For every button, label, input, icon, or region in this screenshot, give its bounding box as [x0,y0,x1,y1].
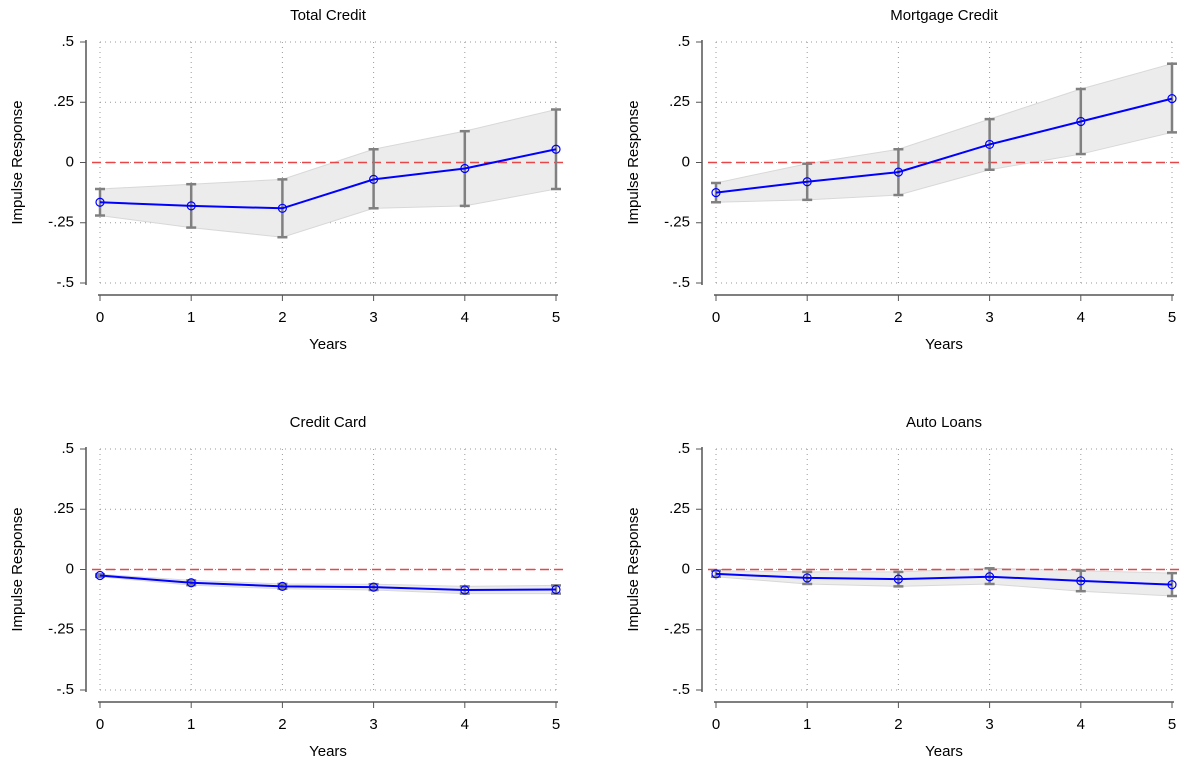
point [711,569,721,579]
point [95,570,105,581]
panel: Mortgage Credit Years Impulse Response -.5 -… [625,7,1180,353]
x-tick-label: 5 [552,716,560,733]
chart-title: Auto Loans [906,414,982,431]
chart-title: Total Credit [290,7,367,24]
y-tick-label: .5 [61,440,74,457]
x-tick-label: 3 [369,716,377,733]
point [277,203,287,213]
point [802,573,812,583]
point [711,188,721,198]
point [984,572,995,582]
y-tick-label: .25 [669,500,690,517]
panel: Auto Loans Years Impulse Response -.5 -.25 0.… [625,414,1180,760]
x-tick-label: 2 [894,309,902,326]
point [369,582,379,592]
x-tick-label: 4 [461,309,469,326]
point [893,167,904,177]
point [1167,94,1177,104]
y-tick-label: .25 [53,500,74,517]
y-tick-label: 0 [66,560,74,577]
x-tick-label: 4 [1077,309,1085,326]
point [551,144,561,154]
x-tick-label: 0 [712,309,720,326]
point [369,174,379,184]
x-tick-label: 1 [803,716,811,733]
y-tick-label: 0 [66,153,74,170]
point [460,585,470,595]
x-tick-label: 0 [96,716,104,733]
y-axis-label: Impulse Response [625,507,642,631]
error-bar [1167,62,1177,134]
y-tick-label: .5 [61,33,74,50]
y-tick-label: -.25 [48,214,74,231]
y-axis-label: Impulse Response [9,100,26,224]
x-tick-label: 3 [985,309,993,326]
y-tick-label: -.5 [56,274,74,291]
x-axis-label: Years [925,743,963,760]
x-tick-label: 5 [1168,309,1176,326]
x-tick-label: 1 [803,309,811,326]
x-tick-label: 2 [894,716,902,733]
y-tick-label: -.25 [664,214,690,231]
series-line [99,574,557,591]
point [277,581,287,591]
x-tick-label: 2 [278,716,286,733]
y-tick-label: .5 [677,440,690,457]
x-tick-label: 0 [96,309,104,326]
x-axis-label: Years [925,336,963,353]
y-tick-label: .25 [669,93,690,110]
x-tick-label: 3 [369,309,377,326]
x-axis-label: Years [309,336,347,353]
point [95,197,105,207]
x-tick-label: 3 [985,716,993,733]
y-axis-label: Impulse Response [625,100,642,224]
x-tick-label: 5 [552,309,560,326]
y-tick-label: .5 [677,33,690,50]
point [551,584,561,595]
y-tick-label: -.25 [48,621,74,638]
point [893,574,904,584]
y-tick-label: -.5 [56,681,74,698]
series-line [99,148,557,210]
y-tick-label: .25 [53,93,74,110]
series-line [715,572,1173,586]
point [802,177,812,187]
panel: Total Credit Years Impulse Response -.5 -.25… [9,7,564,353]
x-axis-label: Years [309,743,347,760]
x-tick-label: 2 [278,309,286,326]
x-tick-label: 5 [1168,716,1176,733]
x-tick-label: 4 [461,716,469,733]
point [1167,580,1177,590]
y-tick-label: -.25 [664,621,690,638]
chart-title: Mortgage Credit [890,7,998,24]
point [984,139,995,150]
point [1076,576,1086,586]
point [186,201,196,211]
confidence-band [99,108,557,238]
confidence-band [715,63,1173,203]
point [460,163,470,174]
y-tick-label: -.5 [672,681,690,698]
point [186,578,196,588]
x-tick-label: 1 [187,309,195,326]
series-line [715,97,1173,194]
y-tick-label: 0 [682,560,690,577]
y-tick-label: -.5 [672,274,690,291]
x-tick-label: 4 [1077,716,1085,733]
y-tick-label: 0 [682,153,690,170]
x-tick-label: 1 [187,716,195,733]
chart-title: Credit Card [290,414,367,431]
y-axis-label: Impulse Response [9,507,26,631]
panel: Credit Card Years Impulse Response -.5 -.25 0… [9,414,564,760]
x-tick-label: 0 [712,716,720,733]
point [1076,116,1086,127]
